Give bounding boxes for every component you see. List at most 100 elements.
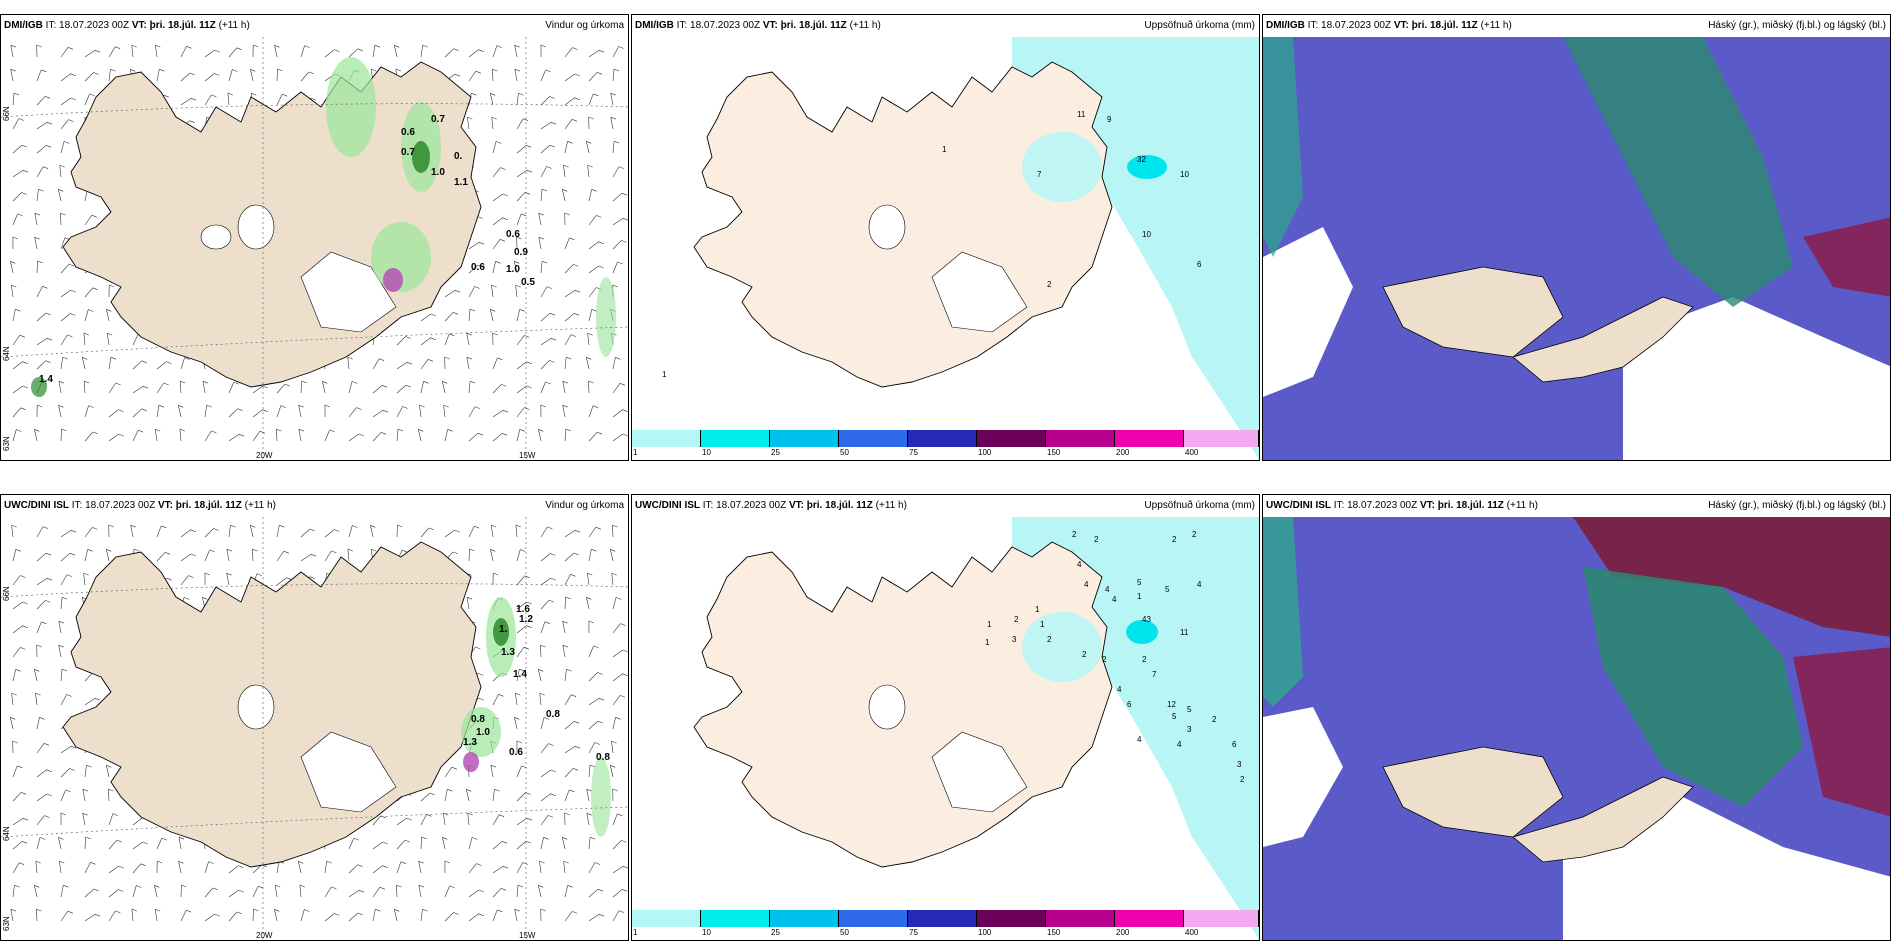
wind-barb [588, 697, 600, 706]
wind-barb-flag [94, 913, 101, 917]
wind-barb [394, 909, 398, 922]
wind-barb [540, 837, 544, 850]
wind-barb [36, 577, 48, 586]
wind-barb-flag [522, 862, 528, 865]
colorbar-tick-label: 50 [840, 448, 849, 457]
wind-barb [611, 573, 614, 586]
wind-barb [612, 166, 620, 178]
wind-barb [60, 885, 64, 898]
wind-barb [588, 720, 599, 730]
wind-barb-flag [540, 44, 547, 48]
wind-barb [34, 429, 38, 442]
wind-barb-flag [402, 549, 408, 553]
wind-barb [612, 261, 618, 274]
wind-barb-flag [280, 405, 287, 408]
wind-barb-flag [70, 529, 77, 533]
wind-barb [276, 383, 286, 394]
wind-barb-flag [83, 332, 90, 336]
wind-barb-flag [16, 429, 22, 432]
wind-barb-flag [549, 360, 555, 363]
wind-barb-flag [588, 380, 594, 384]
map-value-label: 1.4 [39, 374, 53, 385]
wind-barb-flag [543, 837, 549, 840]
wind-barb-flag [586, 597, 592, 600]
wind-barb-flag [573, 768, 579, 771]
svg-text:15W: 15W [519, 931, 536, 940]
wind-barb-flag [13, 92, 20, 96]
wind-barb [588, 431, 598, 442]
wind-barb [492, 45, 498, 58]
wind-barb-flag [159, 68, 165, 72]
wind-barb-flag [46, 121, 53, 125]
wind-barb-flag [622, 409, 628, 412]
colorbar-segment [770, 430, 839, 447]
wind-barb [250, 69, 254, 82]
panel-title: Háský (gr.), miðský (fj.bl.) og lágský (… [1708, 20, 1886, 31]
wind-barb [108, 813, 114, 826]
wind-barb [108, 889, 119, 898]
wind-barb-flag [594, 862, 601, 865]
wind-barb [36, 69, 42, 82]
wind-barb [60, 597, 63, 610]
map-value-label: 2 [1240, 775, 1245, 784]
wind-barb-flag [497, 357, 503, 361]
wind-barb-flag [490, 549, 496, 552]
wind-barb-flag [70, 745, 77, 749]
colorbar-tick-label: 150 [1047, 448, 1061, 457]
wind-barb [420, 45, 423, 58]
wind-barb-flag [524, 575, 530, 579]
wind-barb-flag [613, 140, 620, 144]
wind-barb-flag [589, 764, 596, 768]
wind-barb-flag [466, 332, 472, 336]
wind-barb-flag [525, 792, 531, 795]
wind-barb [564, 141, 568, 154]
panel-title: Vindur og úrkoma [545, 500, 624, 511]
wind-barb [12, 625, 23, 634]
wind-barb-flag [110, 356, 117, 360]
wind-barb-flag [347, 356, 353, 360]
wind-barb-flag [34, 212, 41, 216]
wind-barb [300, 71, 310, 82]
wind-barb [588, 241, 599, 250]
wind-barb [204, 73, 215, 82]
wind-barb-flag [469, 380, 476, 384]
wind-barb-flag [490, 309, 496, 312]
wind-barb-flag [563, 860, 569, 864]
wind-barb [396, 884, 398, 898]
map-value-label: 1.3 [501, 647, 515, 658]
wind-barb-flag [46, 552, 52, 556]
wind-barb-flag [502, 409, 509, 413]
wind-barb-flag [427, 359, 434, 362]
wind-barb [60, 911, 69, 922]
wind-barb-flag [68, 119, 74, 122]
map-value-label: 0.6 [471, 262, 485, 273]
colorbar-tick-label: 10 [702, 928, 711, 937]
wind-barb [444, 333, 450, 346]
wind-barb-flag [495, 261, 501, 264]
map-value-label: 0.7 [431, 114, 445, 125]
wind-barb [588, 93, 594, 106]
wind-barb [612, 673, 623, 682]
wind-barb-flag [619, 383, 626, 386]
map-value-label: 1 [987, 620, 992, 629]
wind-barb [228, 525, 231, 538]
wind-barb-flag [58, 189, 64, 192]
wind-barb-flag [17, 213, 23, 217]
wind-barb-flag [397, 428, 404, 432]
wind-barb-flag [21, 792, 27, 795]
wind-barb [420, 313, 431, 322]
wind-barb-flag [565, 428, 572, 432]
wind-barb [420, 359, 429, 370]
wind-barb [538, 213, 542, 226]
map-value-label: 4 [1084, 580, 1089, 589]
wind-barb-flag [184, 357, 190, 360]
wind-barb [538, 885, 542, 898]
wind-barb-flag [526, 385, 532, 389]
wind-barb-flag [236, 911, 243, 915]
wind-barb [204, 549, 210, 562]
wind-barb-flag [352, 525, 358, 528]
wind-barb-flag [564, 812, 570, 816]
colorbar-tick-label: 400 [1185, 448, 1199, 457]
wind-barb [36, 793, 47, 802]
colorbar-segment [632, 430, 701, 447]
